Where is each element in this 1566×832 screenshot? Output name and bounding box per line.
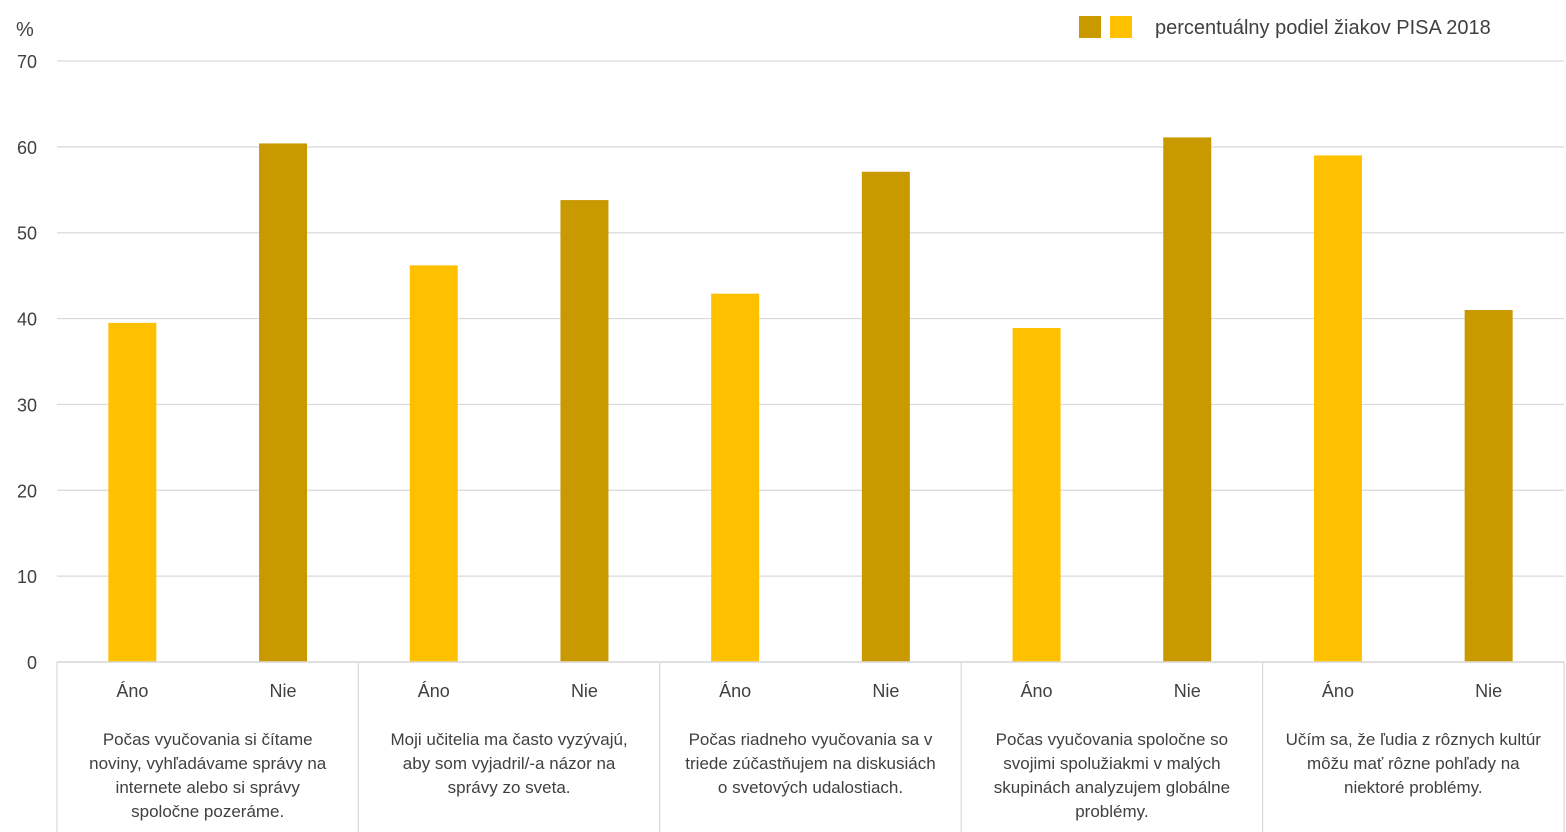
x-tick-label: Áno <box>116 681 148 701</box>
group-label-line: triede zúčastňujem na diskusiách <box>685 754 935 773</box>
bar-no <box>711 293 760 662</box>
group-label-line: skupinách analyzujem globálne <box>994 778 1230 797</box>
legend: percentuálny podiel žiakov PISA 2018 <box>1079 16 1491 39</box>
y-axis-ticks: 0 10 20 30 40 50 60 70 <box>17 52 37 673</box>
group-label-line: Počas vyučovania spoločne so <box>996 730 1228 749</box>
x-tick-label: Áno <box>1021 681 1053 701</box>
x-tick-label: Nie <box>1475 681 1502 701</box>
x-tick-label: Áno <box>719 681 751 701</box>
x-tick-label: Nie <box>571 681 598 701</box>
group-label-line: noviny, vyhľadávame správy na <box>89 754 327 773</box>
y-tick-label: 0 <box>27 653 37 673</box>
group-label-line: Počas vyučovania si čítame <box>103 730 313 749</box>
group-label-line: spoločne pozeráme. <box>131 802 284 821</box>
bar-no <box>1313 155 1362 662</box>
y-tick-label: 10 <box>17 567 37 587</box>
group-label-line: svojimi spolužiakmi v malých <box>1003 754 1220 773</box>
y-tick-label: 40 <box>17 310 37 330</box>
group-label-line: niektoré problémy. <box>1344 778 1483 797</box>
bar-no <box>108 322 157 662</box>
x-tick-label: Nie <box>872 681 899 701</box>
group-label-line: môžu mať rôzne pohľady na <box>1307 754 1520 773</box>
x-tick-label: Nie <box>270 681 297 701</box>
y-tick-label: 30 <box>17 395 37 415</box>
bar-nie <box>259 143 308 662</box>
bar-no <box>409 265 458 662</box>
group-label-line: internete alebo si správy <box>116 778 301 797</box>
bar-nie <box>560 200 609 663</box>
group-label-line: o svetových udalostiach. <box>718 778 903 797</box>
group-label-line: správy zo sveta. <box>448 778 571 797</box>
x-tick-label: Áno <box>1322 681 1354 701</box>
x-tick-label: Áno <box>418 681 450 701</box>
gridlines <box>57 60 1564 663</box>
legend-label: percentuálny podiel žiakov PISA 2018 <box>1155 17 1491 39</box>
x-axis: Áno Nie Počas vyučovania si čítame noviny, … <box>56 661 1565 832</box>
group-label-line: Počas riadneho vyučovania sa v <box>689 730 933 749</box>
y-tick-label: 60 <box>17 138 37 158</box>
bar-nie <box>861 171 910 662</box>
bar-nie <box>1464 309 1513 662</box>
x-tick-label: Nie <box>1174 681 1201 701</box>
legend-swatch-light <box>1110 16 1132 38</box>
group-label-line: aby som vyjadril/-a názor na <box>403 754 616 773</box>
group-label-line: problémy. <box>1075 802 1148 821</box>
legend-swatch-dark <box>1079 16 1101 38</box>
bar-nie <box>1163 137 1212 663</box>
group-label-line: Moji učitelia ma často vyzývajú, <box>391 730 628 749</box>
y-axis-unit-label: % <box>16 19 34 41</box>
y-tick-label: 70 <box>17 52 37 72</box>
y-tick-label: 50 <box>17 224 37 244</box>
bars <box>108 137 1513 663</box>
bar-no <box>1012 328 1061 662</box>
y-tick-label: 20 <box>17 481 37 501</box>
group-label-line: Učím sa, že ľudia z rôznych kultúr <box>1286 730 1542 749</box>
